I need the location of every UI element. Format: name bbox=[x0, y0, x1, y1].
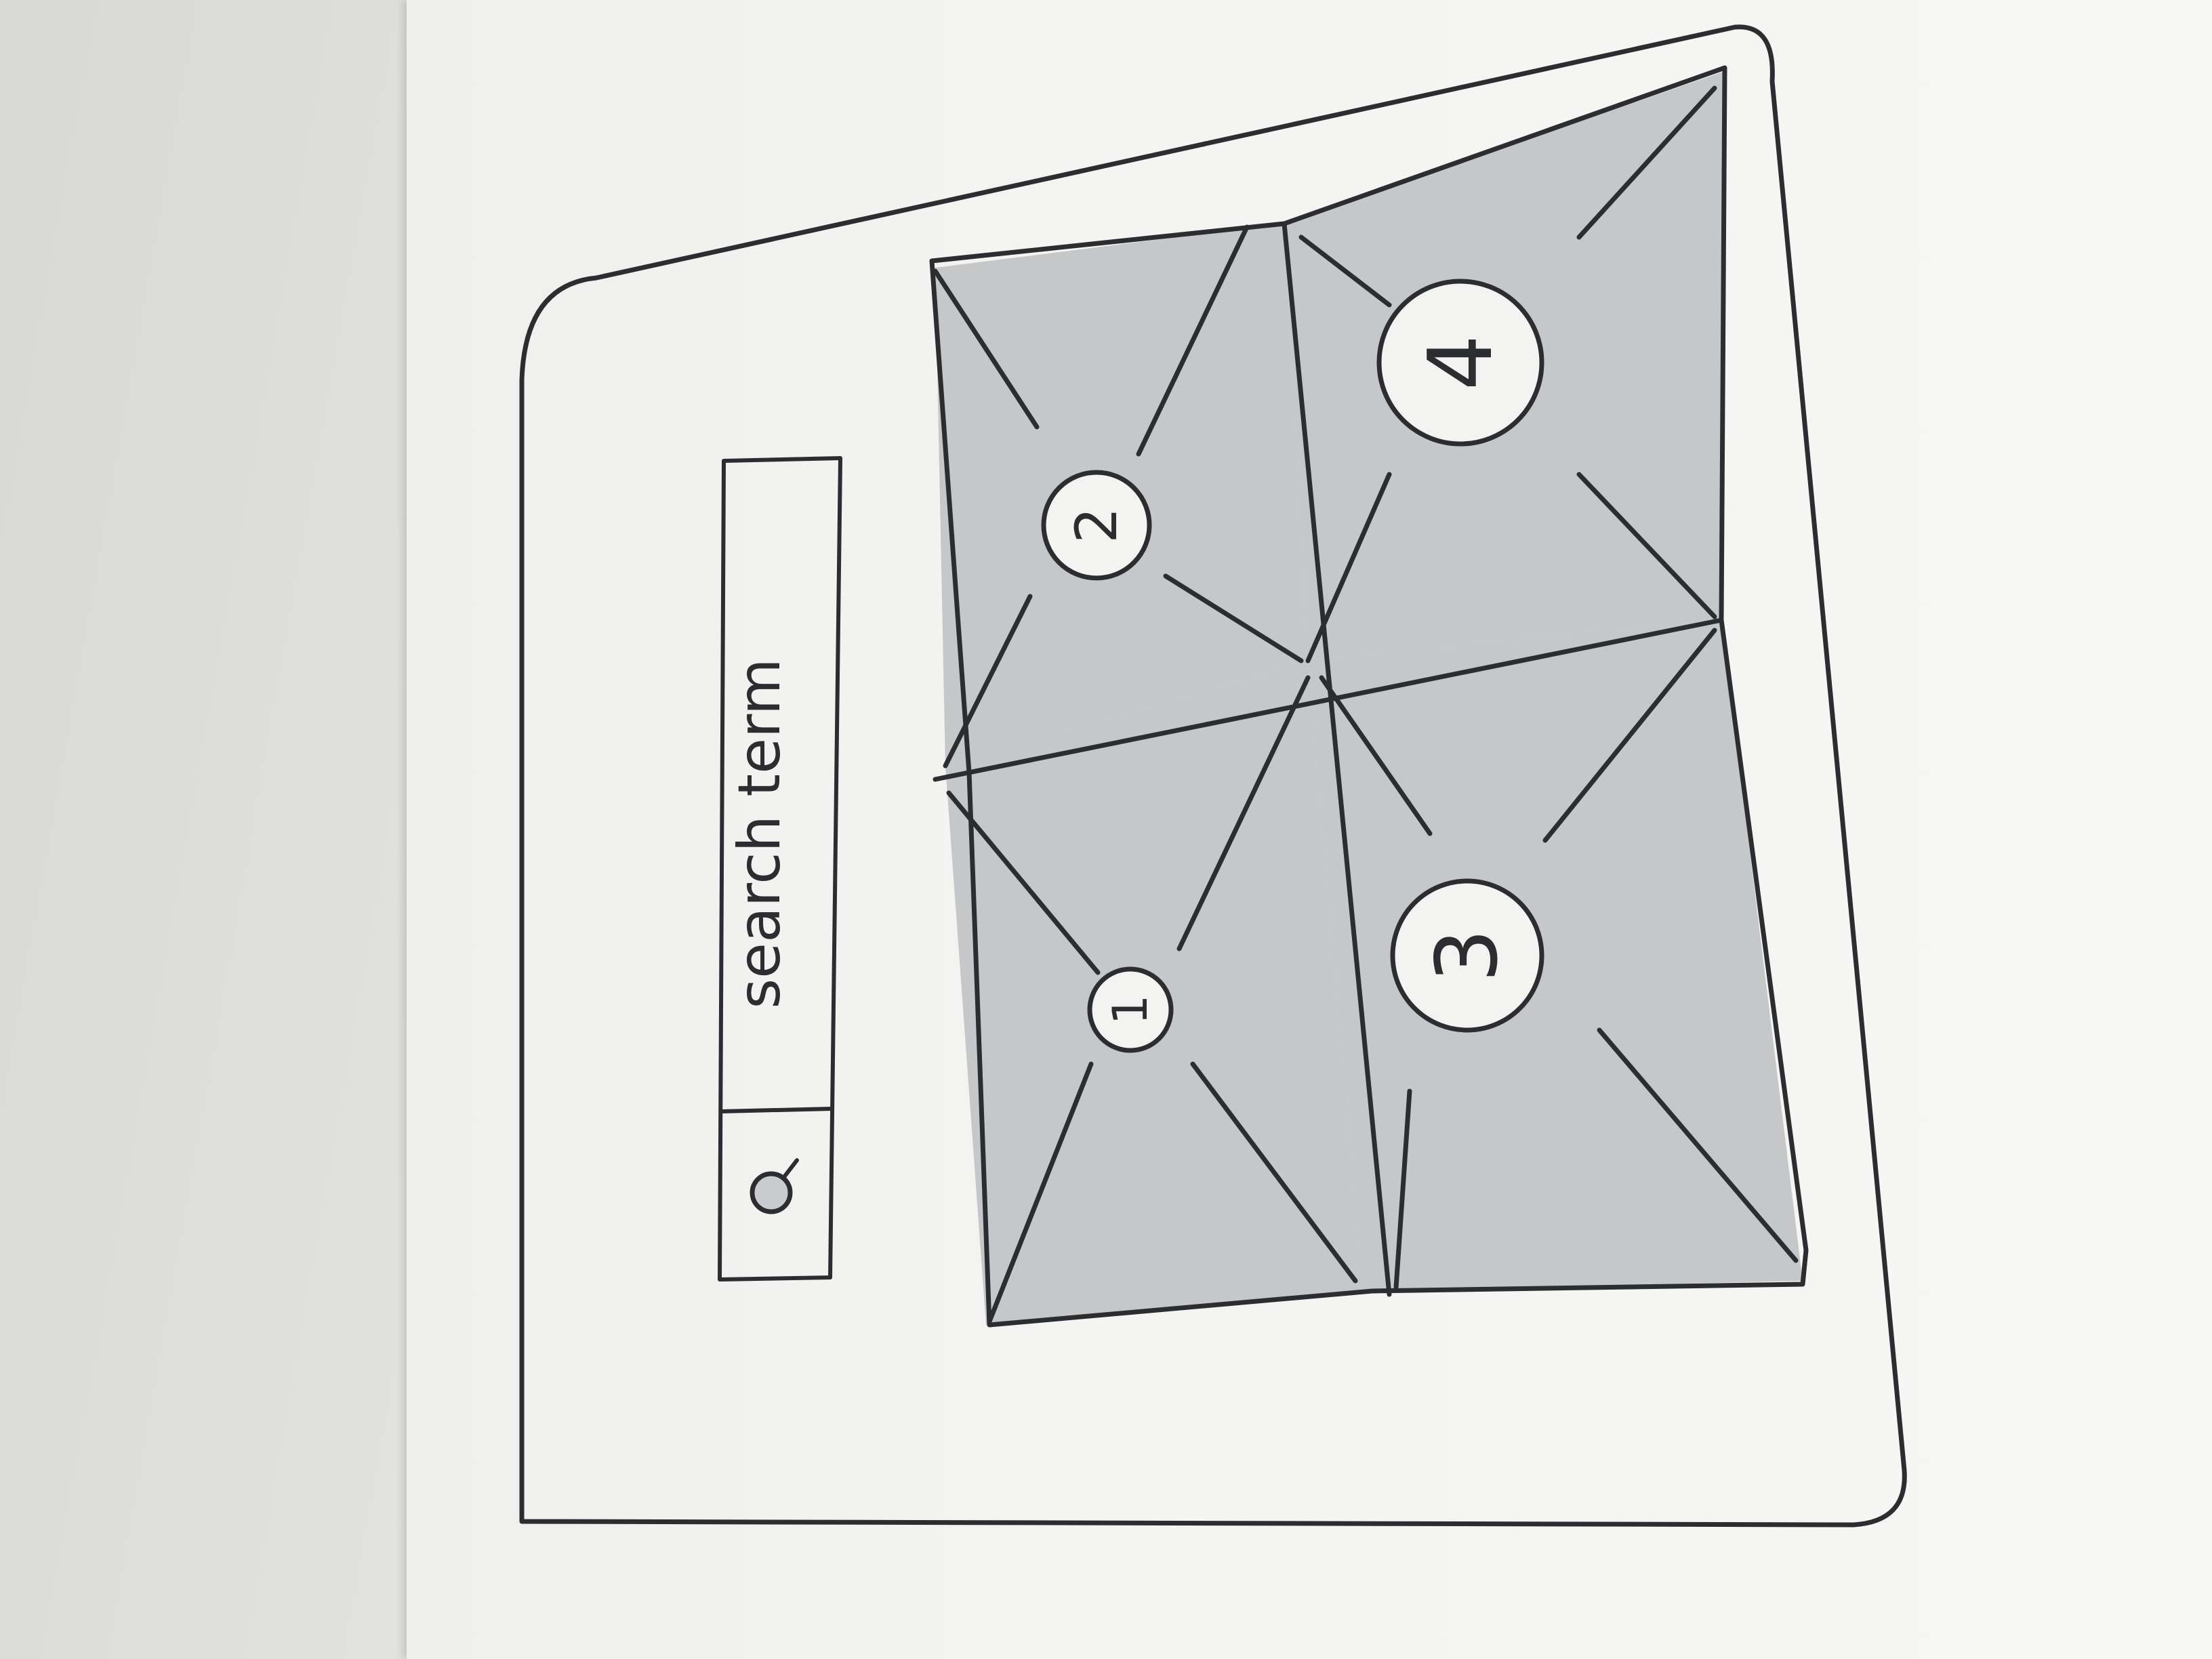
tile-3-number: 3 bbox=[1418, 928, 1517, 983]
tile-2-number: 2 bbox=[1063, 507, 1130, 543]
search-icon[interactable] bbox=[752, 1160, 797, 1212]
search-input[interactable]: search term bbox=[726, 658, 794, 1008]
tile-4-number: 4 bbox=[1409, 335, 1512, 391]
tile-shade-3 bbox=[1308, 620, 1803, 1291]
search-bar[interactable]: search term bbox=[720, 458, 840, 1279]
search-bar-divider bbox=[721, 1109, 832, 1111]
tile-1-number: 1 bbox=[1103, 995, 1158, 1025]
